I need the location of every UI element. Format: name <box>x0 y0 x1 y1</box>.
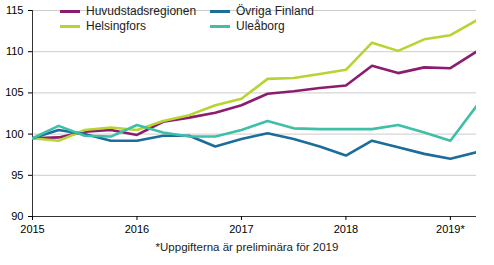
html-text:Huvudstadsregionen: Huvudstadsregionen <box>86 4 197 18</box>
svg-text:110: 110 <box>6 45 24 57</box>
html-text:Helsingfors: Helsingfors <box>86 19 146 33</box>
svg-text:90: 90 <box>11 210 23 222</box>
svg-text:2015: 2015 <box>20 223 44 235</box>
html-text:Övriga Finland: Övriga Finland <box>236 4 314 18</box>
svg-text:2017: 2017 <box>229 223 253 235</box>
html-text:*Uppgifterna är preliminära fö: *Uppgifterna är preliminära för 2019 <box>155 241 339 253</box>
svg-text:100: 100 <box>5 128 23 140</box>
svg-text:2016: 2016 <box>125 223 149 235</box>
svg-text:2018: 2018 <box>334 223 358 235</box>
svg-text:95: 95 <box>11 169 23 181</box>
svg-text:2019*: 2019* <box>436 223 465 235</box>
html-text:Uleåborg: Uleåborg <box>236 19 285 33</box>
svg-text:115: 115 <box>6 4 24 16</box>
svg-text:105: 105 <box>5 86 23 98</box>
